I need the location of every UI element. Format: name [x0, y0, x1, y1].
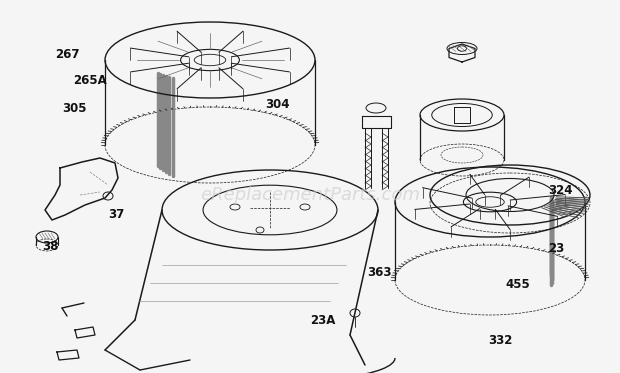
Text: 455: 455: [505, 279, 529, 292]
Text: 38: 38: [42, 241, 58, 254]
Text: 304: 304: [265, 98, 290, 112]
Text: 332: 332: [488, 333, 512, 347]
Text: 23A: 23A: [310, 313, 335, 326]
Text: 265A: 265A: [73, 75, 107, 88]
Text: 363: 363: [367, 266, 391, 279]
Text: 37: 37: [108, 209, 124, 222]
Text: 324: 324: [548, 184, 572, 197]
Text: 305: 305: [62, 101, 87, 115]
Text: 23: 23: [548, 241, 564, 254]
Text: eReplacementParts.com: eReplacementParts.com: [200, 186, 420, 204]
Text: 267: 267: [55, 48, 79, 62]
